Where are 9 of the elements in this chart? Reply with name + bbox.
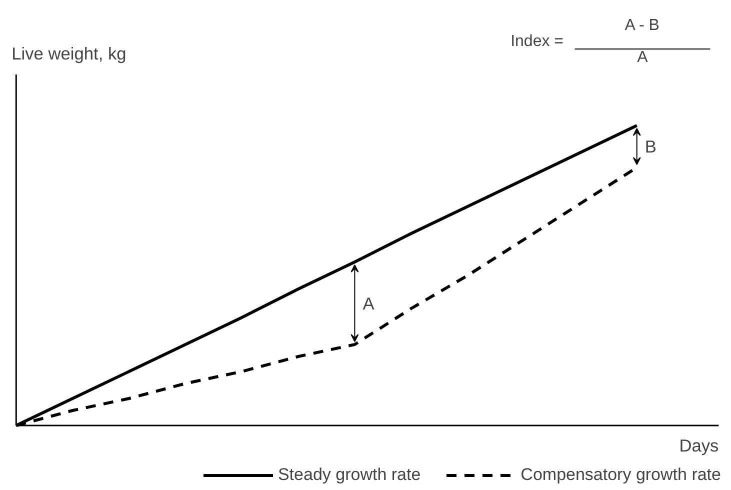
- text: A - B: [624, 17, 660, 34]
- text: Index =: [510, 33, 564, 50]
- annotation: A: [362, 293, 375, 314]
- legend-label: Steady growth rate: [278, 465, 421, 485]
- annotation: B: [644, 136, 656, 156]
- legend-label: Compensatory growth rate: [520, 465, 721, 485]
- x-axis-title: Days: [679, 436, 720, 456]
- text: A: [637, 49, 648, 66]
- y-axis-title: Live weight, kg: [12, 44, 126, 64]
